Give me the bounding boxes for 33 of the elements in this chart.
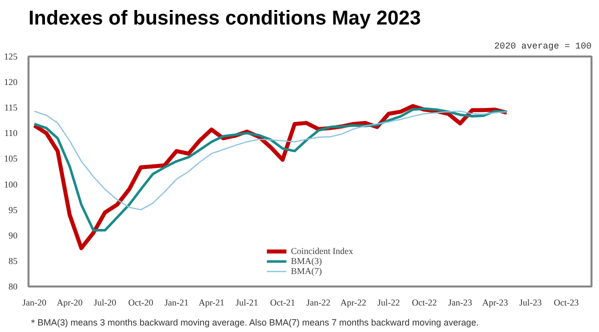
x-tick-label: Jan-23 xyxy=(448,298,473,308)
text: 2020 average = 100 xyxy=(494,42,592,52)
y-tick-label: 120 xyxy=(4,77,18,88)
x-tick-label: Oct-20 xyxy=(128,298,154,308)
x-tick-label: Apr-21 xyxy=(198,298,224,308)
x-tick-label: Apr-23 xyxy=(482,298,509,308)
x-tick-label: Oct-21 xyxy=(270,298,296,308)
x-tick-label: Jan-20 xyxy=(22,298,47,308)
x-tick-label: Apr-20 xyxy=(56,298,84,308)
y-tick-label: 125 xyxy=(4,52,18,62)
y-tick-label: 90 xyxy=(8,230,18,240)
text: ＊BMA(3) means 3 months backward moving average. Also BMA(7) means 7 months backward moving average. xyxy=(28,318,479,328)
x-tick-label: Jan-21 xyxy=(164,298,189,308)
legend-label: BMA(3) xyxy=(290,256,322,266)
legend-label: Coincident Index xyxy=(290,246,354,256)
y-tick-label: 100 xyxy=(4,179,18,190)
line-series xyxy=(34,110,508,210)
y-tick-label: 105 xyxy=(4,154,18,164)
x-tick-label: Apr-22 xyxy=(340,298,366,308)
legend-label: BMA(7) xyxy=(290,266,322,276)
x-tick-label: Jul-23 xyxy=(519,298,542,308)
y-tick-label: 80 xyxy=(8,282,18,292)
x-tick-label: Oct-22 xyxy=(412,298,437,308)
chart-title: Indexes of business conditions May 2023 xyxy=(28,8,421,30)
x-tick-label: Jul-22 xyxy=(377,298,400,308)
x-tick-label: Oct-23 xyxy=(554,298,580,308)
y-tick-label: 115 xyxy=(4,102,18,113)
x-tick-label: Jul-20 xyxy=(94,298,117,308)
y-tick-label: 95 xyxy=(8,204,18,215)
y-tick-label: 85 xyxy=(8,256,18,266)
x-tick-label: Jan-22 xyxy=(306,298,330,308)
x-tick-label: Jul-21 xyxy=(236,298,258,308)
y-tick-label: 110 xyxy=(4,128,18,138)
